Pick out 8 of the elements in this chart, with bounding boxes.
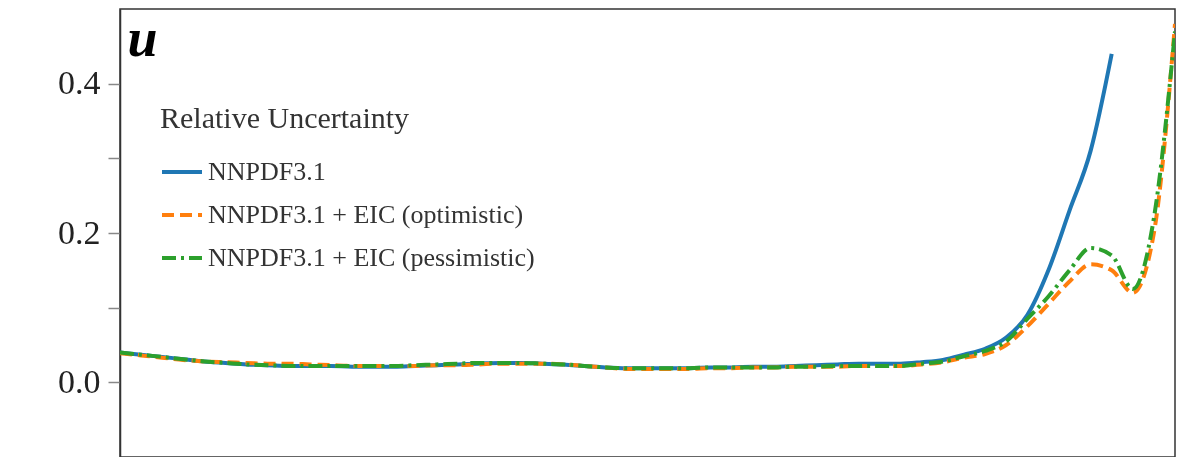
- y-tick-label: 0.2: [58, 213, 101, 251]
- legend-label: NNPDF3.1: [208, 157, 326, 186]
- legend-title: Relative Uncertainty: [160, 101, 410, 134]
- y-tick-label: 0.0: [58, 362, 101, 400]
- chart-title: u: [127, 8, 158, 68]
- y-tick-label: 0.4: [58, 64, 101, 102]
- legend-label: NNPDF3.1 + EIC (pessimistic): [208, 243, 535, 272]
- legend-label: NNPDF3.1 + EIC (optimistic): [208, 200, 524, 229]
